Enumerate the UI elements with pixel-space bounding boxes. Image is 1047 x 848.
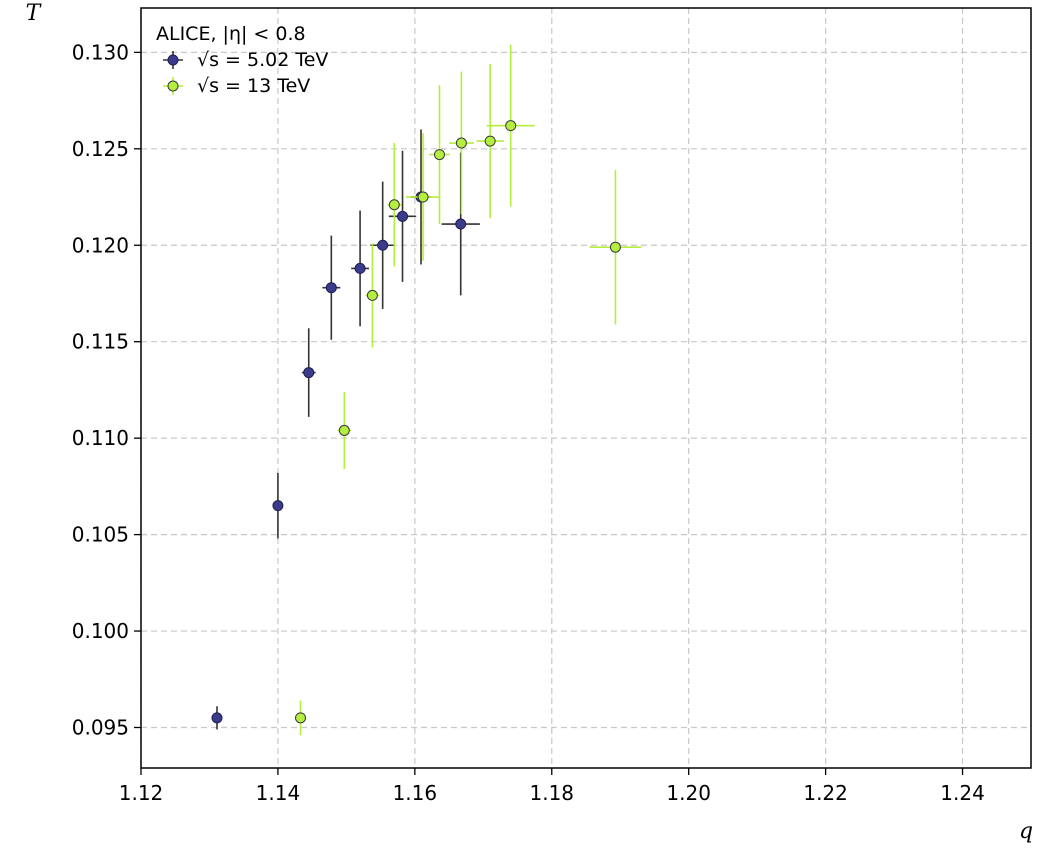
marker [338,424,350,436]
series-layer [211,44,642,736]
marker [484,135,496,147]
marker [609,241,621,253]
data-point [272,472,284,539]
marker [388,199,400,211]
data-point [365,243,380,348]
x-tick-label: 1.16 [393,781,438,805]
legend-entry: √s = 5.02 TeV [163,49,328,71]
data-point [449,71,474,215]
data-point [589,170,642,325]
data-point [211,706,223,730]
x-tick-label: 1.22 [803,781,848,805]
marker [366,289,378,301]
data-point [370,181,395,309]
y-tick-label: 0.095 [72,715,129,739]
legend: ALICE, |η| < 0.8 √s = 5.02 TeV √s = 13 Te… [156,23,328,97]
y-tick-label: 0.125 [72,137,129,161]
marker [433,149,445,161]
x-tick-label: 1.24 [940,781,985,805]
marker [505,120,517,132]
marker [211,712,223,724]
x-tick-label: 1.18 [530,781,575,805]
legend-label: √s = 13 TeV [197,75,310,97]
data-point [429,85,450,225]
data-point [295,700,307,736]
data-point [388,150,417,282]
data-point [322,235,341,340]
data-point [301,328,316,417]
data-point [405,133,441,261]
marker [455,137,467,149]
legend-title: ALICE, |η| < 0.8 [156,23,306,45]
x-axis-label: q [1019,819,1033,844]
marker [354,262,366,274]
marker [303,367,315,379]
y-tick-label: 0.100 [72,619,129,643]
x-tick-label: 1.20 [666,781,711,805]
marker [272,500,284,512]
y-tick-label: 0.115 [72,330,129,354]
ticks: 1.12 1.14 1.16 1.18 1.20 1.22 1.24 0.095 0.100 0.… [72,40,985,805]
marker [325,282,337,294]
legend-label: √s = 5.02 TeV [197,49,328,71]
y-tick-label: 0.110 [72,426,129,450]
data-point [387,143,402,267]
y-tick-label: 0.120 [72,233,129,257]
y-tick-label: 0.130 [72,40,129,64]
y-tick-label: 0.105 [72,523,129,547]
legend-entry: √s = 13 TeV [163,75,310,97]
x-tick-label: 1.12 [119,781,164,805]
legend-marker [167,80,179,92]
data-point [486,44,535,207]
marker [417,191,429,203]
legend-marker [167,54,179,66]
data-point [351,210,369,327]
series-2 [295,44,642,736]
marker [397,210,409,222]
marker [295,712,307,724]
marker [455,218,467,230]
x-tick-label: 1.14 [256,781,301,805]
marker [377,239,389,251]
plot-frame [140,7,1032,769]
grid [140,8,1031,768]
data-point [476,63,504,219]
data-point [337,391,352,470]
y-axis-label: T [26,1,43,26]
